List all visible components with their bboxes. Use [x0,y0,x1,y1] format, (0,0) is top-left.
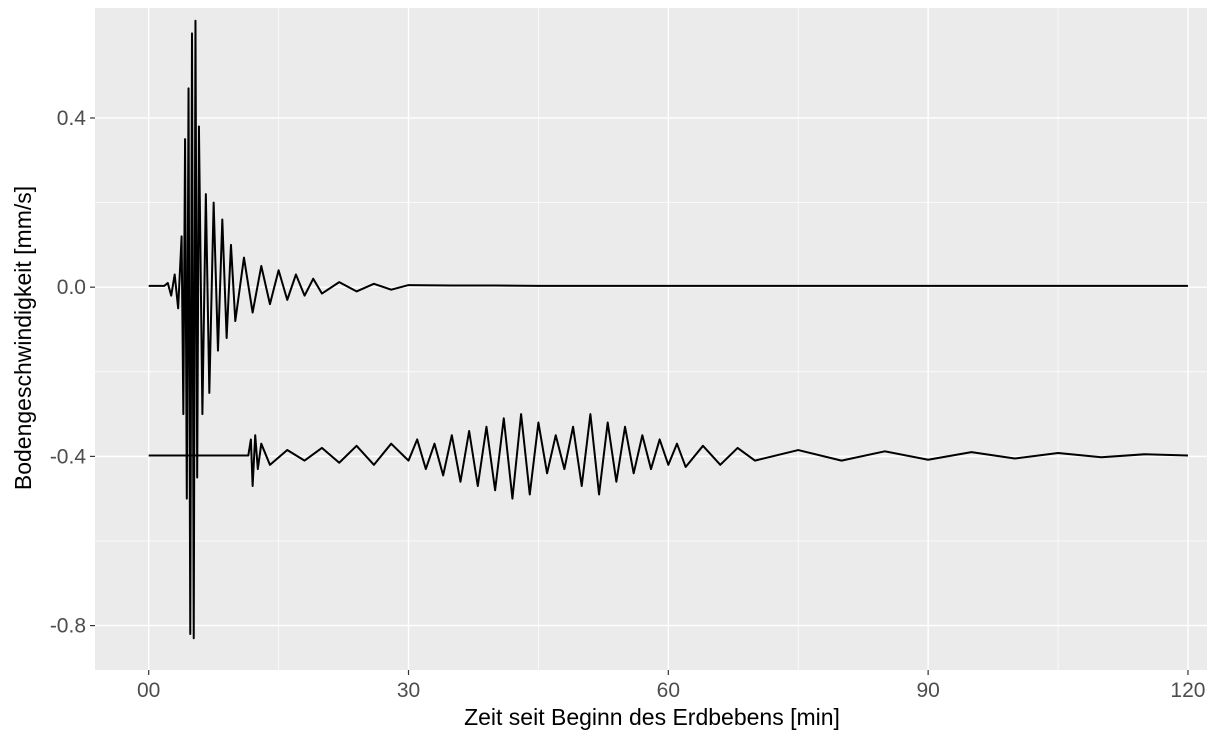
x-tick-label: 30 [397,679,420,702]
y-tick-label: 0.4 [57,107,87,130]
series-line-2 [148,413,1188,500]
x-axis-title: Zeit seit Beginn des Erdbebens [min] [464,704,840,730]
x-tick-label: 60 [657,679,680,702]
plot-panel [95,8,1207,670]
y-tick-label: -0.8 [50,615,86,638]
x-tick-label: 00 [137,679,160,702]
series-line-1 [148,19,1188,640]
y-tick-label: -0.4 [50,445,87,468]
y-tick-label: 0.0 [57,276,86,299]
y-axis-title: Bodengeschwindigkeit [mm/s] [10,186,36,490]
y-axis-ticks: -0.8 -0.4 0.0 0.4 [50,107,95,638]
x-tick-label: 120 [1170,679,1205,702]
x-axis-ticks: 00 30 60 90 120 [137,670,1205,702]
series-layer [148,19,1188,640]
x-tick-label: 90 [916,679,939,702]
